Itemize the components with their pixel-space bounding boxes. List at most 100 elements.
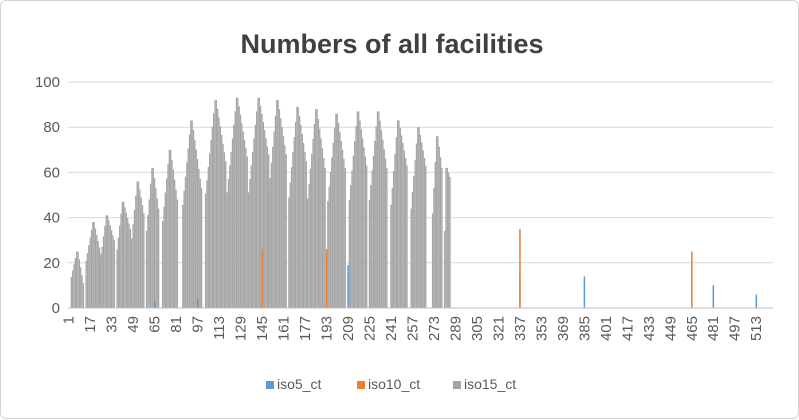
bar-iso15-ct [194, 139, 196, 308]
y-tick-label: 60 [43, 164, 60, 181]
bar-iso15-ct [285, 154, 287, 308]
x-tick-label: 321 [490, 316, 507, 341]
x-tick-label-group: 17 [82, 316, 99, 333]
x-tick-label: 497 [727, 316, 744, 341]
bar-iso15-ct [218, 117, 220, 308]
bar-iso15-ct [168, 149, 170, 308]
bar-iso15-ct [219, 126, 222, 308]
bar-iso15-ct [186, 162, 188, 308]
bar-iso15-ct [358, 111, 360, 308]
bar-iso15-ct [164, 192, 166, 308]
bar-iso5-ct [347, 265, 349, 308]
bar-iso15-ct [425, 165, 427, 308]
bar-iso15-ct [398, 120, 400, 308]
x-tick-label-group: 209 [340, 316, 357, 341]
bar-iso15-ct [284, 145, 286, 308]
x-tick-label-group: 289 [447, 316, 464, 341]
bar-iso15-ct [431, 213, 434, 308]
bar-iso15-ct [73, 264, 75, 308]
bar-iso15-ct [257, 97, 259, 308]
x-tick-label: 97 [190, 316, 207, 333]
bar-iso15-ct [269, 178, 271, 308]
bar-iso15-ct [303, 143, 305, 308]
bar-iso15-ct [93, 222, 95, 308]
bar-iso15-ct [125, 212, 128, 308]
bar-iso15-ct [222, 143, 224, 308]
bar-iso15-ct [410, 208, 412, 308]
bar-iso15-ct [121, 201, 123, 308]
bar-iso15-ct [241, 123, 243, 308]
bar-iso10-ct [325, 249, 328, 308]
bar-iso15-ct [250, 165, 252, 308]
bar-iso15-ct [72, 270, 74, 308]
bar-iso15-ct [351, 170, 353, 308]
x-tick-label-group: 81 [168, 316, 185, 333]
x-tick-label-group: 161 [276, 316, 293, 341]
bar-iso10-ct [519, 228, 521, 308]
bar-iso15-ct [108, 220, 110, 308]
bar-iso15-ct [266, 146, 269, 308]
bar-iso15-ct [214, 100, 216, 308]
bar-iso15-ct [335, 113, 337, 308]
bar-iso15-ct [204, 193, 207, 308]
bar-iso15-ct [355, 126, 357, 309]
y-tick-label: 100 [35, 74, 60, 91]
bar-iso15-ct [153, 178, 156, 308]
x-tick-label: 353 [533, 316, 550, 341]
bar-iso15-ct [449, 176, 451, 308]
bar-iso15-ct [403, 150, 405, 308]
bar-iso15-ct [119, 225, 121, 308]
x-tick-label-group: 465 [684, 316, 701, 341]
bar-iso15-ct [390, 204, 392, 308]
x-tick-label-group: 65 [147, 316, 164, 333]
bar-iso15-ct [309, 168, 311, 308]
bar-iso15-ct [245, 148, 247, 308]
bar-iso10-ct [691, 251, 693, 308]
bar-iso15-ct [441, 167, 443, 308]
bar-iso15-ct [254, 124, 256, 308]
bar-iso15-ct [112, 235, 114, 308]
bar-iso15-ct [315, 109, 317, 309]
bar-iso15-ct [215, 100, 217, 308]
bar-iso15-ct [280, 118, 282, 308]
bar-iso15-ct [376, 111, 379, 308]
bar-iso15-ct [317, 118, 320, 308]
bar-iso15-ct [149, 183, 152, 308]
bar-iso15-ct [170, 149, 172, 308]
bar-iso15-ct [274, 115, 277, 308]
bar-iso15-ct [332, 142, 334, 308]
bar-iso15-ct [360, 129, 363, 308]
bar-iso15-ct [231, 138, 234, 308]
bar-iso15-ct [265, 138, 267, 308]
bar-iso15-ct [422, 150, 424, 308]
bar-iso15-ct [96, 234, 98, 308]
bar-iso15-ct [238, 106, 240, 308]
bar-iso15-ct [175, 189, 177, 308]
bar-iso15-ct [256, 111, 258, 308]
bar-iso15-ct [120, 213, 122, 308]
bar-iso15-ct [282, 136, 285, 308]
x-tick-label: 49 [125, 316, 142, 333]
x-tick-label: 273 [426, 316, 443, 341]
y-tick-label: 80 [43, 119, 60, 136]
bar-iso15-ct [131, 238, 133, 308]
bar-iso15-ct [288, 197, 290, 308]
bar-iso15-ct [195, 149, 197, 308]
bar-iso15-ct [70, 276, 72, 308]
bar-iso15-ct [90, 229, 93, 308]
bar-iso15-ct [157, 208, 160, 308]
bar-iso15-ct [102, 236, 105, 308]
bar-iso15-ct [105, 215, 107, 308]
bar-iso15-ct [176, 199, 179, 308]
bar-iso15-ct [331, 157, 333, 308]
bar-iso15-ct [260, 105, 262, 309]
bar-iso15-ct [380, 130, 383, 308]
bar-iso15-ct [300, 124, 302, 308]
bar-iso15-ct [86, 253, 89, 308]
bar-iso15-ct [77, 251, 79, 308]
x-tick-label: 177 [297, 316, 314, 341]
x-tick-label-group: 321 [490, 316, 507, 341]
bar-iso15-ct [414, 159, 416, 308]
x-tick-label: 161 [276, 316, 293, 341]
